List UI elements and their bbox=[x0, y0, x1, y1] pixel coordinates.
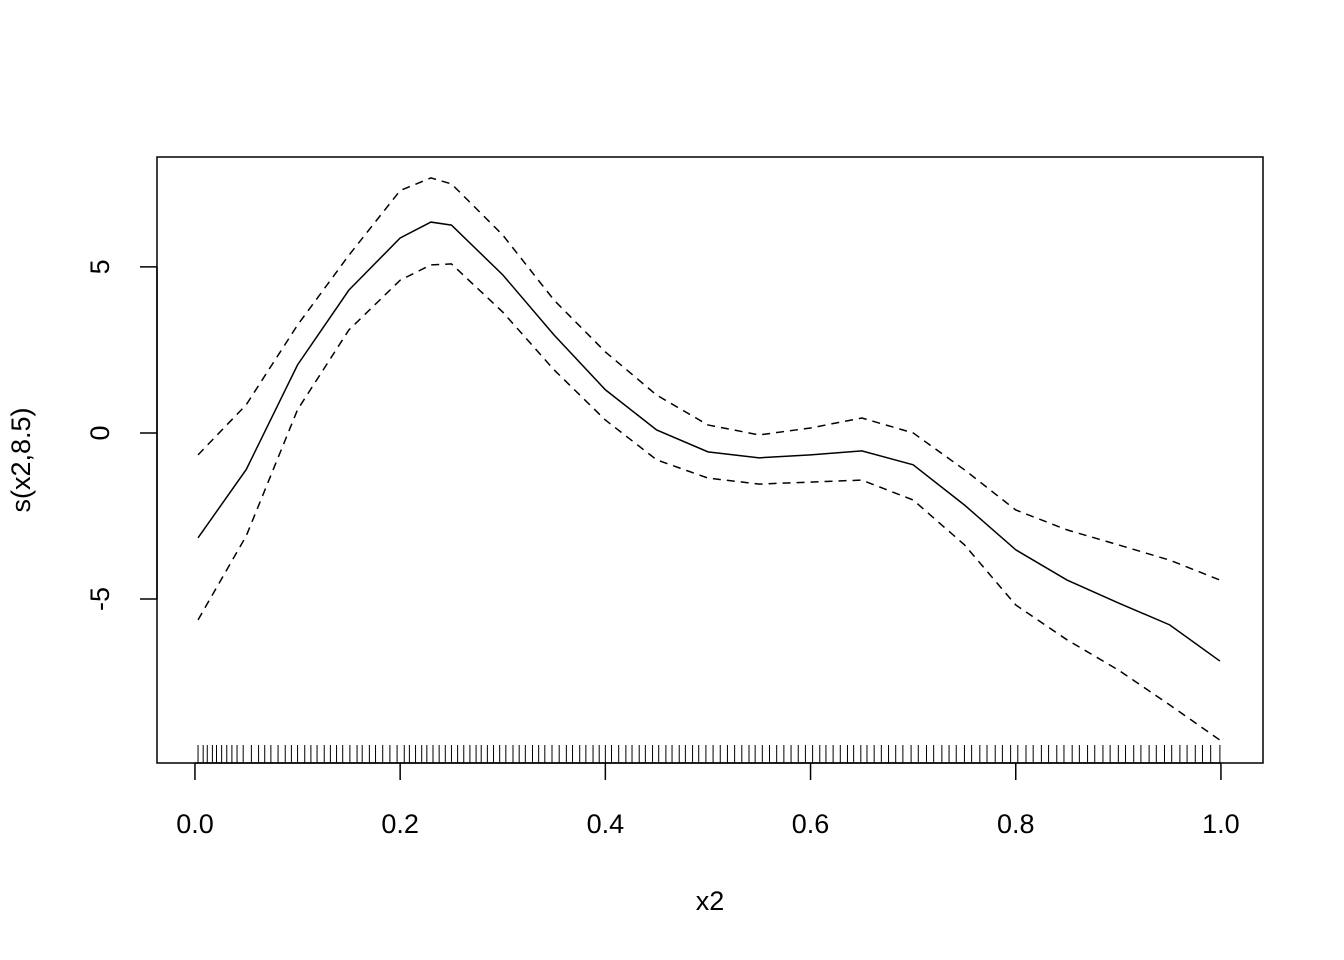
x-tick-label: 0.0 bbox=[176, 809, 214, 839]
y-tick-label: 5 bbox=[85, 259, 115, 274]
series-line bbox=[197, 177, 1221, 581]
y-tick-label: -5 bbox=[85, 587, 115, 611]
x-tick-label: 0.8 bbox=[997, 809, 1035, 839]
series-line bbox=[197, 263, 1221, 741]
y-axis-title: s(x2,8.5) bbox=[6, 407, 36, 512]
x-tick-label: 0.6 bbox=[792, 809, 830, 839]
x-tick-label: 0.2 bbox=[381, 809, 419, 839]
y-tick-label: 0 bbox=[85, 425, 115, 440]
x-tick-label: 0.4 bbox=[587, 809, 625, 839]
plot-box bbox=[156, 156, 1264, 764]
x-axis-title: x2 bbox=[696, 886, 725, 916]
series-line bbox=[197, 221, 1221, 662]
x-tick-label: 1.0 bbox=[1202, 809, 1240, 839]
